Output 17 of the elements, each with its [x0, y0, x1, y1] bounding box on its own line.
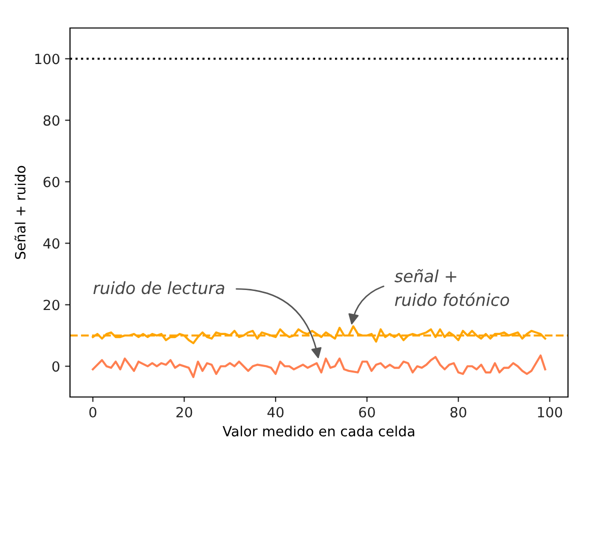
x-tick-label: 20: [176, 406, 192, 418]
x-tick-label: 40: [267, 406, 284, 418]
annotation: ruido de lectura: [93, 281, 224, 294]
y-axis-title: Señal + ruido: [14, 166, 26, 259]
annotation: señal + ruido fotónico: [394, 269, 510, 306]
y-tick-label: 0: [52, 361, 60, 372]
x-tick-label: 0: [89, 406, 96, 418]
x-tick-label: 60: [359, 406, 375, 418]
y-tick-label: 40: [43, 238, 60, 249]
y-tick-label: 100: [35, 54, 60, 64]
y-tick-label: 60: [44, 176, 60, 188]
y-tick-label: 20: [44, 300, 60, 310]
x-tick-label: 100: [538, 406, 562, 418]
x-tick-label: 80: [450, 406, 466, 418]
line-series: [92, 354, 546, 378]
y-tick-label: 80: [44, 115, 60, 126]
x-axis-title: Valor medido en cada celda: [222, 426, 414, 436]
